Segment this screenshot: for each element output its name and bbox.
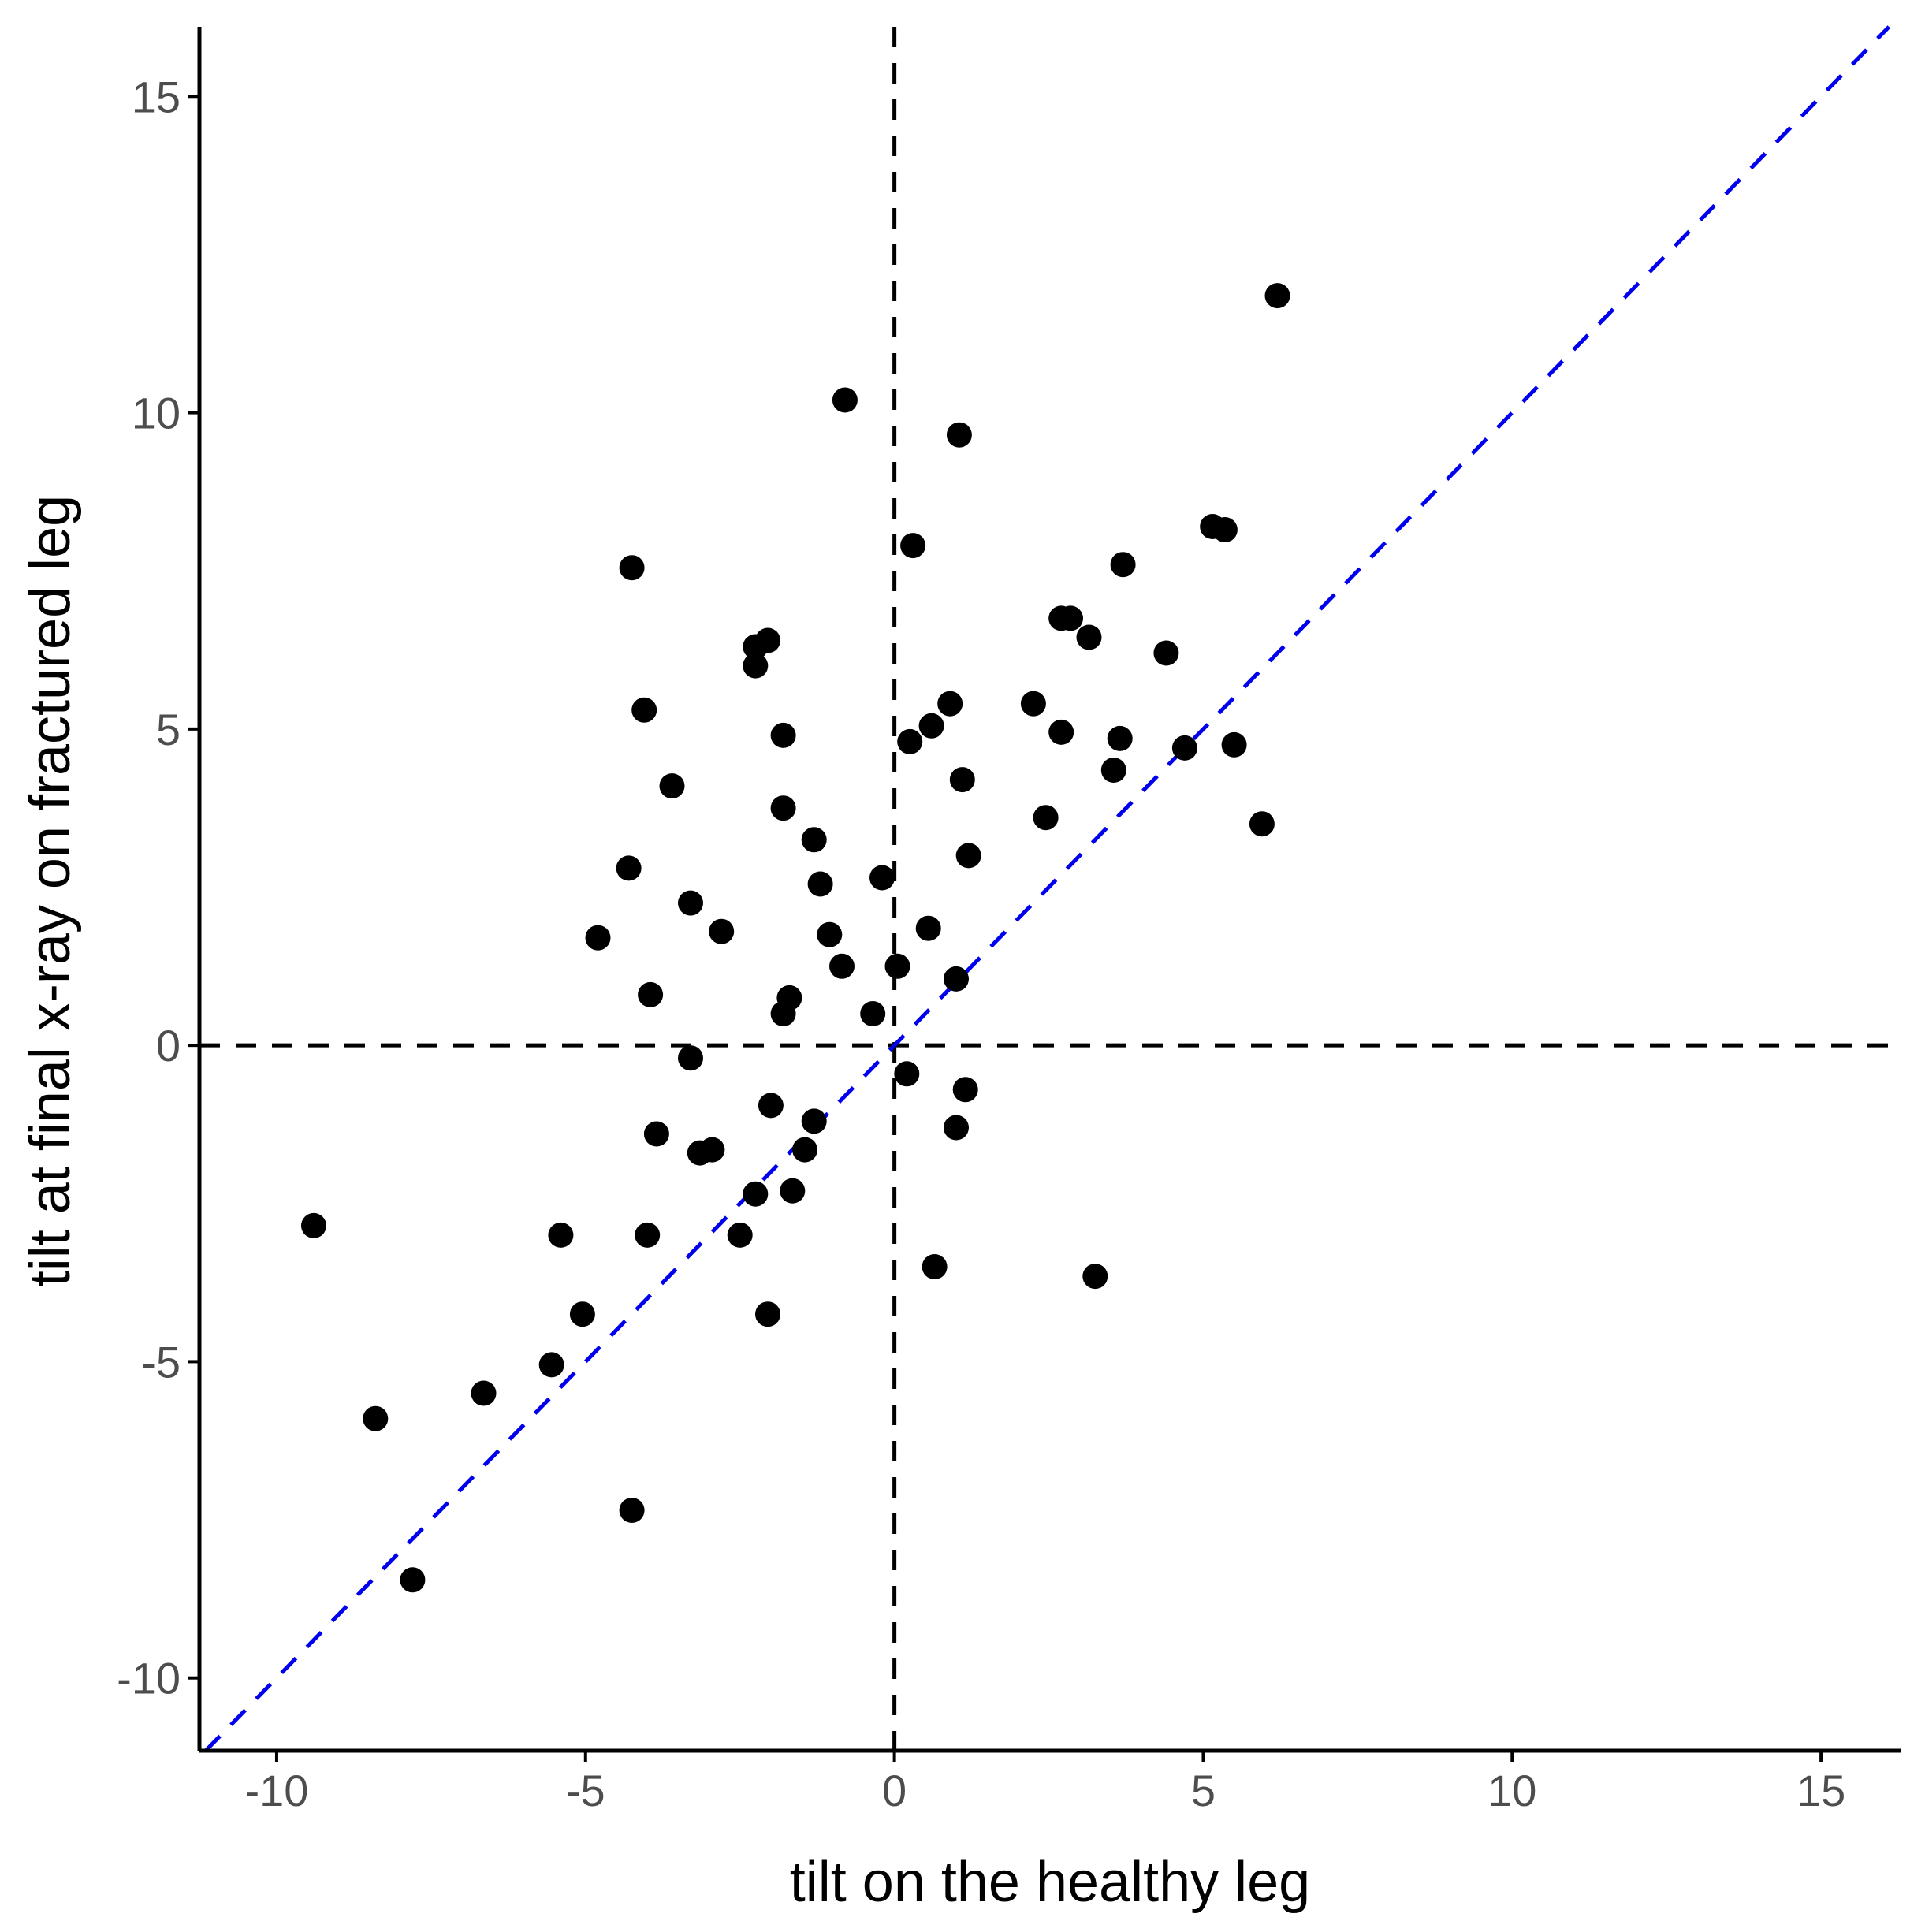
data-point xyxy=(1100,758,1126,783)
data-point xyxy=(884,953,910,979)
data-point xyxy=(946,422,972,448)
data-point xyxy=(897,728,923,754)
axes xyxy=(197,27,1901,1753)
x-axis-title: tilt on the healthy leg xyxy=(790,1851,1310,1914)
data-point xyxy=(743,653,769,679)
data-point xyxy=(944,1115,969,1141)
data-point xyxy=(832,387,858,413)
data-point xyxy=(755,1301,780,1327)
data-point xyxy=(643,1121,669,1147)
y-tick-label: -10 xyxy=(117,1654,181,1703)
data-point xyxy=(400,1567,426,1593)
data-point xyxy=(922,1254,948,1279)
data-point xyxy=(1153,640,1179,666)
data-point xyxy=(538,1352,564,1378)
data-point xyxy=(1076,624,1102,650)
data-point xyxy=(1171,735,1197,761)
data-point xyxy=(631,697,657,723)
data-point xyxy=(699,1137,725,1163)
y-tick-label: 0 xyxy=(156,1021,181,1070)
data-point xyxy=(1082,1264,1108,1290)
data-point xyxy=(619,555,645,581)
data-point xyxy=(363,1405,389,1431)
y-tick-label: 5 xyxy=(156,705,181,754)
data-point xyxy=(869,865,895,891)
data-point xyxy=(776,985,802,1011)
data-point xyxy=(619,1498,645,1523)
x-tick-label: 5 xyxy=(1191,1766,1216,1815)
data-point xyxy=(1212,517,1238,542)
data-point xyxy=(301,1212,326,1238)
data-point xyxy=(635,1222,661,1248)
data-point xyxy=(1058,605,1083,631)
data-point xyxy=(569,1301,595,1327)
data-point xyxy=(678,890,703,916)
data-point xyxy=(792,1137,817,1163)
data-point xyxy=(659,773,685,799)
y-axis-title: tilt at final x-ray on fractured leg xyxy=(19,495,82,1286)
data-point xyxy=(1249,811,1275,837)
data-point xyxy=(770,722,796,748)
data-point xyxy=(585,925,611,951)
identity-line xyxy=(204,25,1891,1752)
data-point xyxy=(949,767,975,793)
y-axis-ticks: -10 -5 0 5 10 15 xyxy=(117,72,199,1703)
data-point xyxy=(952,1077,978,1103)
data-point xyxy=(944,966,969,992)
data-point xyxy=(638,981,664,1007)
data-point xyxy=(743,1181,769,1207)
data-point xyxy=(1221,731,1247,758)
data-point xyxy=(1048,719,1074,745)
x-tick-label: 0 xyxy=(882,1766,907,1815)
data-points xyxy=(301,283,1290,1593)
data-point xyxy=(829,953,855,979)
data-point xyxy=(780,1178,806,1204)
y-tick-label: 10 xyxy=(132,389,181,438)
data-point xyxy=(955,843,981,869)
data-point xyxy=(915,915,941,941)
x-tick-label: -10 xyxy=(244,1766,308,1815)
data-point xyxy=(727,1222,753,1248)
data-point xyxy=(1020,691,1046,717)
data-point xyxy=(1033,805,1059,831)
reference-lines xyxy=(199,25,1901,1752)
x-tick-label: -5 xyxy=(566,1766,605,1815)
data-point xyxy=(471,1380,497,1406)
data-point xyxy=(1107,725,1133,751)
data-point xyxy=(817,921,843,947)
data-point xyxy=(937,691,963,717)
data-point xyxy=(616,855,642,881)
y-tick-label: 15 xyxy=(132,72,181,121)
data-point xyxy=(1110,552,1136,578)
x-tick-label: 15 xyxy=(1797,1766,1845,1815)
data-point xyxy=(894,1061,920,1087)
x-axis-ticks: -10 -5 0 5 10 15 xyxy=(244,1751,1845,1815)
data-point xyxy=(548,1222,574,1248)
data-point xyxy=(755,627,780,653)
data-point xyxy=(900,533,926,559)
y-tick-label: -5 xyxy=(141,1337,181,1387)
data-point xyxy=(770,795,796,821)
data-point xyxy=(801,1108,827,1134)
data-point xyxy=(1264,283,1290,309)
data-point xyxy=(801,827,827,853)
data-point xyxy=(918,713,944,739)
data-point xyxy=(678,1045,703,1071)
data-point xyxy=(709,918,735,944)
data-point xyxy=(860,1001,886,1026)
data-point xyxy=(758,1093,784,1119)
data-point xyxy=(807,871,833,897)
x-tick-label: 10 xyxy=(1488,1766,1536,1815)
